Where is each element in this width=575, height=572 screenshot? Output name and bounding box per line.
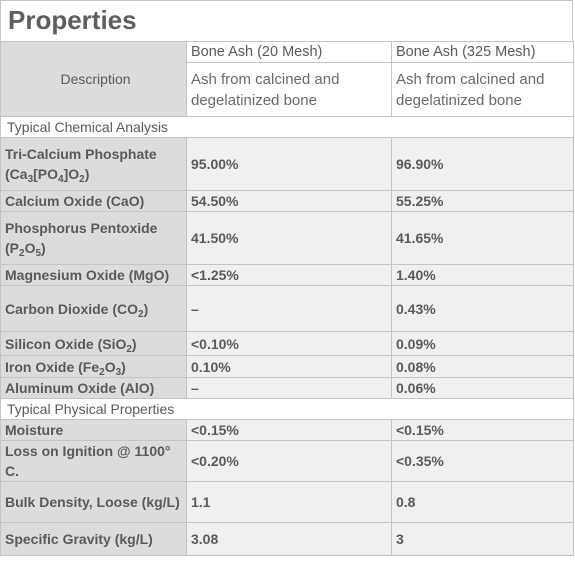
property-label: Carbon Dioxide (CO2) (0, 285, 187, 332)
label-text: O (24, 240, 36, 256)
label-text: ) (143, 300, 149, 317)
value-325-mesh: 0.06% (391, 377, 574, 399)
label-text: Specific Gravity (kg/L) (5, 531, 153, 547)
label-text: Moisture (5, 422, 64, 438)
label-text: ) (84, 166, 90, 182)
table-row: Tri-Calcium Phosphate (Ca3[PO4]O2) 95.00%… (0, 137, 574, 191)
section-header-row: Typical Physical Properties (0, 398, 574, 420)
section-title: Typical Physical Properties (0, 398, 574, 420)
label-text: Silicon Oxide (SiO (5, 335, 127, 352)
property-label: Aluminum Oxide (AlO) (0, 377, 187, 399)
subscript: 5 (35, 248, 42, 259)
value-20-mesh: <0.15% (186, 419, 392, 441)
properties-table-body: Description Bone Ash (20 Mesh) Bone Ash … (0, 41, 574, 556)
page-title: Properties (0, 0, 573, 42)
table-row: Specific Gravity (kg/L) 3.08 3 (0, 522, 574, 556)
table-row: Calcium Oxide (CaO) 54.50% 55.25% (0, 190, 574, 212)
value-20-mesh: – (186, 377, 392, 399)
value-325-mesh: 41.65% (391, 211, 574, 265)
label-text: Carbon Dioxide (CO (5, 300, 139, 317)
description-label: Description (0, 41, 187, 117)
value-325-mesh: 0.08% (391, 355, 574, 378)
value-325-mesh: 1.40% (391, 264, 574, 286)
table-row: Iron Oxide (Fe2O3) 0.10% 0.08% (0, 355, 574, 378)
description-20-mesh: Ash from calcined and degelatinized bone (186, 62, 392, 117)
subscript: 2 (79, 174, 85, 185)
value-325-mesh: 96.90% (391, 137, 574, 191)
label-text: Calcium Oxide (CaO) (5, 193, 145, 209)
label-text: Loss on Ignition @ 1100° C. (5, 443, 171, 479)
property-label: Bulk Density, Loose (kg/L) (0, 481, 187, 523)
value-20-mesh: 0.10% (186, 355, 392, 378)
value-325-mesh: 0.8 (391, 481, 574, 523)
property-label: Silicon Oxide (SiO2) (0, 331, 187, 356)
subscript: 3 (115, 366, 122, 378)
property-label: Phosphorus Pentoxide (P2O5) (0, 211, 187, 265)
value-20-mesh: <0.10% (186, 331, 392, 356)
value-325-mesh: <0.35% (391, 440, 574, 482)
label-text: ) (121, 358, 126, 375)
label-text: Aluminum Oxide (AlO) (5, 380, 155, 396)
property-label: Calcium Oxide (CaO) (0, 190, 187, 212)
subscript: 2 (138, 308, 144, 320)
label-text: ) (41, 240, 46, 256)
table-row: Silicon Oxide (SiO2) <0.10% 0.09% (0, 331, 574, 356)
value-20-mesh: 95.00% (186, 137, 392, 191)
section-header-row: Typical Chemical Analysis (0, 116, 574, 138)
property-label: Magnesium Oxide (MgO) (0, 264, 187, 286)
value-325-mesh: 55.25% (391, 190, 574, 212)
value-20-mesh: <1.25% (186, 264, 392, 286)
subscript: 2 (126, 343, 132, 355)
label-text: Tri-Calcium Phosphate (Ca (5, 146, 157, 182)
section-title: Typical Chemical Analysis (0, 116, 574, 138)
label-text: ]O (63, 166, 80, 182)
table-row: Carbon Dioxide (CO2) –0.43% (0, 285, 574, 332)
subscript: 2 (19, 248, 25, 259)
value-20-mesh: 54.50% (186, 190, 392, 212)
label-text: Phosphorus Pentoxide (P (5, 220, 158, 256)
table-row: Moisture <0.15% <0.15% (0, 419, 574, 441)
table-row: Magnesium Oxide (MgO) <1.25% 1.40% (0, 264, 574, 286)
label-text: Iron Oxide (Fe (5, 358, 100, 375)
property-label: Specific Gravity (kg/L) (0, 522, 187, 556)
value-20-mesh: – (186, 285, 392, 332)
column-header-row: Description Bone Ash (20 Mesh) Bone Ash … (0, 41, 574, 117)
description-325-mesh: Ash from calcined and degelatinized bone (391, 62, 574, 117)
value-325-mesh: <0.15% (391, 419, 574, 441)
value-20-mesh: <0.20% (186, 440, 392, 482)
label-text: Magnesium Oxide (MgO) (5, 267, 170, 283)
label-text: [PO (33, 166, 59, 182)
value-20-mesh: 3.08 (186, 522, 392, 556)
value-325-mesh: 3 (391, 522, 574, 556)
properties-table: Description Bone Ash (20 Mesh) Bone Ash … (0, 41, 574, 556)
value-20-mesh: 1.1 (186, 481, 392, 523)
subscript: 4 (58, 174, 64, 185)
property-label: Moisture (0, 419, 187, 441)
subscript: 3 (27, 174, 34, 185)
value-325-mesh: 0.09% (391, 331, 574, 356)
column-header-325-mesh: Bone Ash (325 Mesh) (391, 41, 574, 63)
property-label: Loss on Ignition @ 1100° C. (0, 440, 187, 482)
label-text: Bulk Density, Loose (kg/L) (5, 494, 180, 510)
value-325-mesh: 0.43% (391, 285, 574, 332)
subscript: 2 (99, 366, 105, 378)
description-row: Ash from calcined and degelatinized bone… (1, 62, 574, 117)
label-text: ) (131, 335, 137, 352)
table-row: Phosphorus Pentoxide (P2O5) 41.50% 41.65% (0, 211, 574, 265)
value-20-mesh: 41.50% (186, 211, 392, 265)
table-row: Bulk Density, Loose (kg/L) 1.1 0.8 (0, 481, 574, 523)
table-row: Loss on Ignition @ 1100° C. <0.20% <0.35% (0, 440, 574, 482)
label-text: O (104, 358, 116, 375)
table-row: Aluminum Oxide (AlO) –0.06% (0, 377, 574, 399)
column-header-20-mesh: Bone Ash (20 Mesh) (186, 41, 392, 63)
property-label: Tri-Calcium Phosphate (Ca3[PO4]O2) (0, 137, 187, 191)
property-label: Iron Oxide (Fe2O3) (0, 355, 187, 378)
